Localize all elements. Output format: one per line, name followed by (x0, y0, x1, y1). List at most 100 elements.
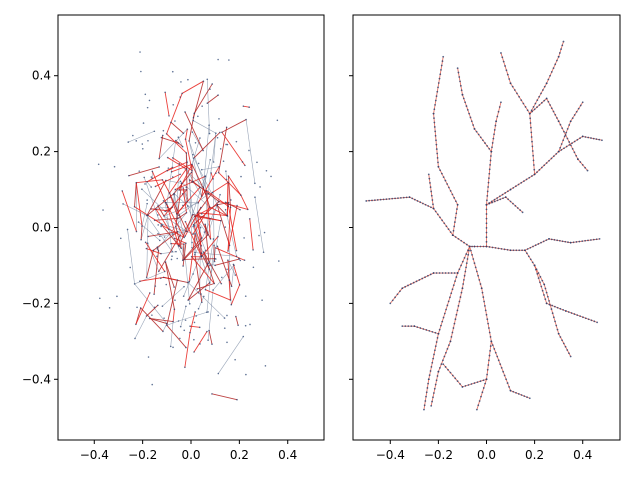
tree-node (468, 249, 470, 252)
network-node (226, 314, 228, 317)
network-node (217, 94, 219, 96)
network-node (132, 134, 134, 137)
tree-node (579, 161, 582, 163)
tree-node (431, 400, 433, 403)
network-edge (128, 130, 155, 143)
tree-node (496, 115, 499, 118)
tree-node (421, 277, 424, 280)
network-edge (254, 197, 264, 253)
tree-node (551, 312, 554, 315)
tree-node (561, 240, 564, 243)
tree-node (484, 382, 487, 385)
network-node (234, 358, 236, 361)
network-node (208, 261, 210, 263)
network-node (220, 219, 222, 222)
tree-node (536, 272, 539, 275)
tree-node (518, 95, 521, 98)
tree-node (446, 304, 449, 307)
network-node (148, 99, 151, 102)
tree-node (564, 345, 567, 348)
tree-node (434, 383, 437, 386)
network-edge (209, 206, 228, 217)
network-node (181, 259, 184, 262)
network-node (211, 343, 213, 345)
network-node (145, 276, 148, 279)
network-edge (134, 182, 137, 207)
tree-node (496, 355, 499, 358)
network-edge (172, 309, 175, 322)
tree-node (365, 200, 368, 202)
network-edge (228, 175, 242, 196)
network-edge (177, 212, 187, 219)
network-node (225, 126, 228, 129)
tree-node (455, 313, 458, 316)
network-edge (166, 93, 183, 135)
tree-node (427, 205, 430, 207)
left-panel: −0.4 −0.2 0.0 0.2 0.4 −0.4 −0.2 0.0 0.2 0.4 (22, 14, 325, 462)
network-node (140, 70, 142, 73)
tree-node (581, 163, 584, 166)
network-edge (194, 215, 221, 222)
tree-node (512, 390, 515, 393)
tree-node (522, 102, 525, 105)
network-node (200, 213, 203, 215)
network-node (193, 351, 195, 353)
network-edge (178, 311, 207, 322)
network-node (181, 92, 183, 95)
network-edge (162, 179, 170, 194)
tree-node (476, 245, 479, 248)
network-edge (185, 152, 188, 202)
tree-node (489, 349, 492, 352)
network-node (226, 341, 228, 344)
tree-node (488, 202, 491, 204)
network-node (191, 169, 193, 172)
tree-edge (510, 83, 531, 114)
tree-node (371, 199, 373, 202)
network-edge (175, 226, 182, 249)
network-node (264, 365, 267, 367)
tree-node (482, 379, 485, 382)
y-tick-label: −0.4 (22, 372, 51, 386)
tree-node (519, 209, 522, 212)
network-node (199, 343, 201, 345)
network-node (179, 180, 182, 183)
tree-node (467, 253, 470, 256)
tree-node (573, 313, 576, 315)
network-node (207, 262, 209, 265)
tree-node (473, 245, 476, 248)
tree-node (514, 185, 517, 188)
tree-node (494, 246, 497, 249)
tree-node (488, 172, 491, 175)
network-node (158, 235, 161, 238)
tree-node (475, 130, 478, 133)
network-edge (134, 283, 168, 324)
tree-node (507, 198, 510, 201)
network-node (158, 166, 160, 168)
network-node (197, 308, 200, 310)
network-node (225, 178, 228, 181)
tree-node (451, 288, 454, 291)
tree-node (439, 73, 442, 76)
tree-node (489, 336, 492, 338)
tree-node (419, 327, 422, 329)
network-node (128, 174, 130, 177)
x-tick-label: 0.0 (477, 448, 496, 462)
network-node (166, 206, 169, 209)
network-node (217, 58, 219, 61)
network-node (215, 132, 217, 134)
network-node (192, 116, 195, 119)
tree-node (424, 203, 427, 206)
tree-node (444, 366, 447, 368)
network-edge (205, 289, 231, 301)
tree-node (503, 374, 506, 377)
network-node (180, 182, 183, 185)
tree-node (456, 67, 459, 70)
tree-node (429, 186, 432, 189)
network-node (151, 314, 153, 316)
tree-node (500, 247, 503, 250)
network-edge (208, 262, 216, 266)
tree-node (577, 158, 579, 161)
tree-edge (366, 196, 410, 202)
tree-node (439, 169, 442, 172)
network-node (249, 323, 251, 326)
